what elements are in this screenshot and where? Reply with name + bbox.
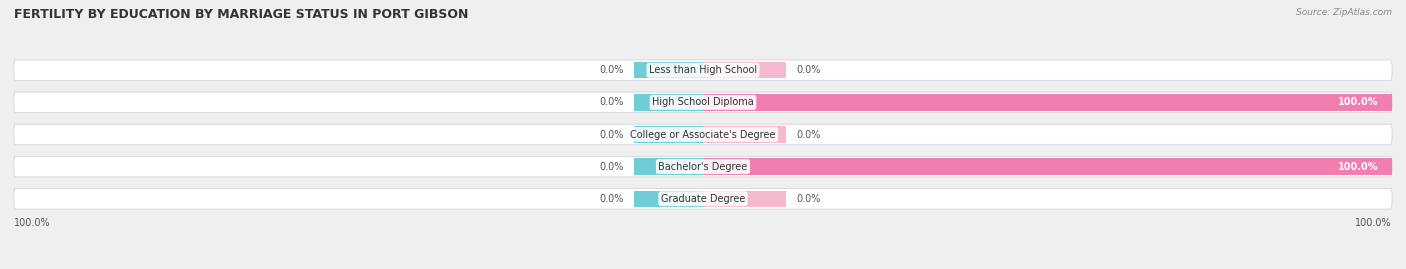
Text: 0.0%: 0.0% <box>599 162 624 172</box>
FancyBboxPatch shape <box>14 92 1392 113</box>
Text: 0.0%: 0.0% <box>796 194 820 204</box>
Text: Bachelor's Degree: Bachelor's Degree <box>658 162 748 172</box>
Bar <box>703 190 786 207</box>
Text: 100.0%: 100.0% <box>1337 162 1378 172</box>
FancyBboxPatch shape <box>14 156 1392 177</box>
Bar <box>634 126 703 143</box>
Bar <box>703 126 786 143</box>
FancyBboxPatch shape <box>14 124 1392 145</box>
Text: College or Associate's Degree: College or Associate's Degree <box>630 129 776 140</box>
Text: Less than High School: Less than High School <box>650 65 756 75</box>
FancyBboxPatch shape <box>14 60 1392 80</box>
Text: 0.0%: 0.0% <box>599 65 624 75</box>
Text: 100.0%: 100.0% <box>14 218 51 228</box>
Text: 0.0%: 0.0% <box>796 65 820 75</box>
FancyBboxPatch shape <box>14 189 1392 209</box>
Text: 0.0%: 0.0% <box>599 97 624 107</box>
Text: 0.0%: 0.0% <box>796 129 820 140</box>
Bar <box>634 62 703 79</box>
Bar <box>634 94 703 111</box>
Text: 0.0%: 0.0% <box>599 194 624 204</box>
Bar <box>634 190 703 207</box>
Text: 100.0%: 100.0% <box>1337 97 1378 107</box>
Text: 0.0%: 0.0% <box>599 129 624 140</box>
Text: Source: ZipAtlas.com: Source: ZipAtlas.com <box>1296 8 1392 17</box>
Bar <box>703 158 1392 175</box>
Text: 100.0%: 100.0% <box>1355 218 1392 228</box>
Text: High School Diploma: High School Diploma <box>652 97 754 107</box>
Bar <box>634 158 703 175</box>
Text: FERTILITY BY EDUCATION BY MARRIAGE STATUS IN PORT GIBSON: FERTILITY BY EDUCATION BY MARRIAGE STATU… <box>14 8 468 21</box>
Bar <box>703 94 1392 111</box>
Bar <box>703 62 786 79</box>
Text: Graduate Degree: Graduate Degree <box>661 194 745 204</box>
